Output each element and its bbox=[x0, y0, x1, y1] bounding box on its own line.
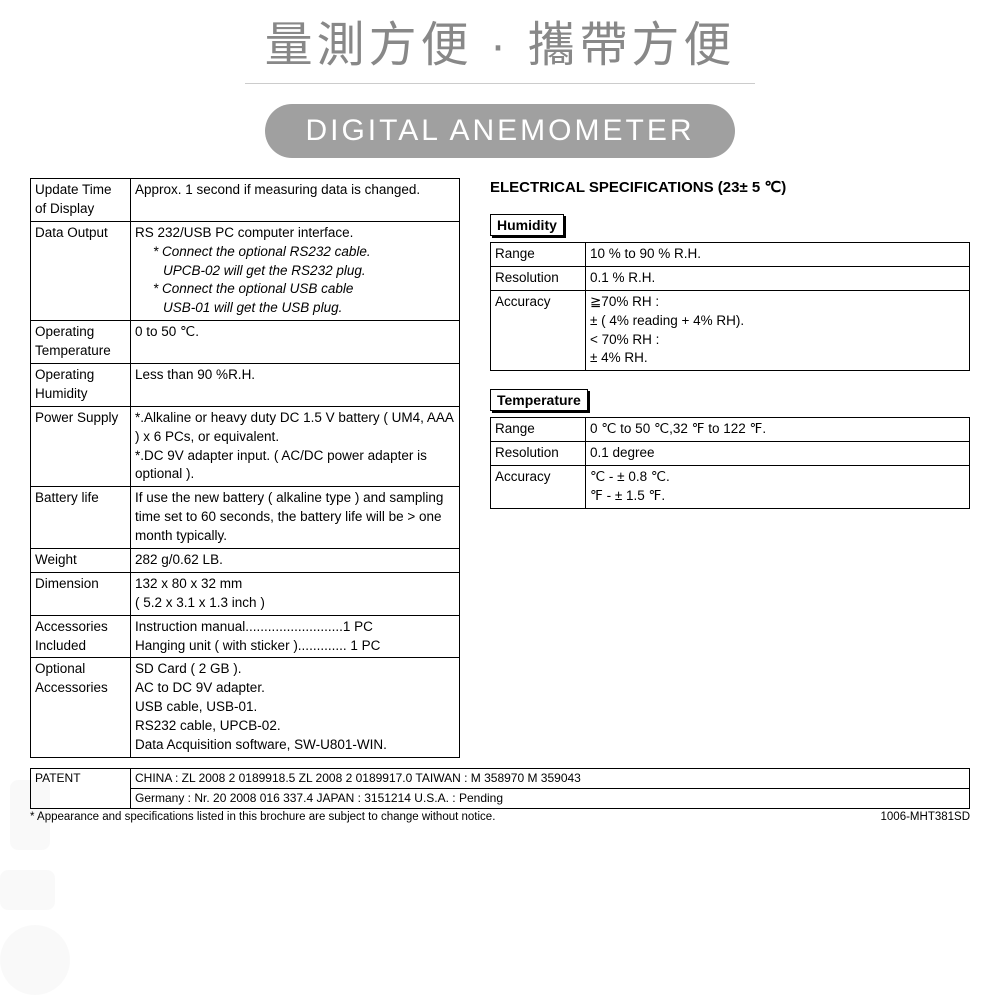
spec-label: Resolution bbox=[491, 442, 586, 466]
spec-value: *.Alkaline or heavy duty DC 1.5 V batter… bbox=[131, 406, 460, 487]
temperature-heading: Temperature bbox=[490, 389, 588, 411]
content-area: Update Time of DisplayApprox. 1 second i… bbox=[0, 178, 1000, 758]
spec-label: Accuracy bbox=[491, 290, 586, 371]
spec-value: 132 x 80 x 32 mm ( 5.2 x 3.1 x 1.3 inch … bbox=[131, 572, 460, 615]
spec-value: 10 % to 90 % R.H. bbox=[586, 243, 970, 267]
spec-value: ≧70% RH : ± ( 4% reading + 4% RH). < 70%… bbox=[586, 290, 970, 371]
spec-label: Power Supply bbox=[31, 406, 131, 487]
patent-table: PATENT CHINA : ZL 2008 2 0189918.5 ZL 20… bbox=[30, 768, 970, 809]
spec-label: Optional Accessories bbox=[31, 658, 131, 757]
spec-label: Update Time of Display bbox=[31, 179, 131, 222]
humidity-heading: Humidity bbox=[490, 214, 564, 236]
electrical-title: ELECTRICAL SPECIFICATIONS (23± 5 ℃) bbox=[490, 178, 970, 196]
spec-label: Operating Humidity bbox=[31, 364, 131, 407]
product-badge: DIGITAL ANEMOMETER bbox=[265, 104, 734, 158]
footer: * Appearance and specifications listed i… bbox=[0, 809, 1000, 825]
spec-label: Operating Temperature bbox=[31, 321, 131, 364]
general-specs-column: Update Time of DisplayApprox. 1 second i… bbox=[30, 178, 460, 758]
footer-code: 1006-MHT381SD bbox=[881, 811, 970, 823]
electrical-specs-column: ELECTRICAL SPECIFICATIONS (23± 5 ℃) Humi… bbox=[490, 178, 970, 758]
spec-value: 0 to 50 ℃. bbox=[131, 321, 460, 364]
spec-label: Dimension bbox=[31, 572, 131, 615]
header: 量測方便 · 攜帶方便 DIGITAL ANEMOMETER bbox=[0, 0, 1000, 178]
footer-note: * Appearance and specifications listed i… bbox=[30, 811, 495, 823]
spec-value: RS 232/USB PC computer interface.* Conne… bbox=[131, 221, 460, 320]
patent-line1: CHINA : ZL 2008 2 0189918.5 ZL 2008 2 01… bbox=[131, 768, 970, 788]
general-specs-table: Update Time of DisplayApprox. 1 second i… bbox=[30, 178, 460, 758]
patent-line2: Germany : Nr. 20 2008 016 337.4 JAPAN : … bbox=[131, 788, 970, 808]
spec-label: Weight bbox=[31, 549, 131, 573]
humidity-table: Range10 % to 90 % R.H.Resolution0.1 % R.… bbox=[490, 242, 970, 371]
spec-label: Data Output bbox=[31, 221, 131, 320]
spec-value: Instruction manual......................… bbox=[131, 615, 460, 658]
spec-value: 0 ℃ to 50 ℃,32 ℉ to 122 ℉. bbox=[586, 418, 970, 442]
spec-value: SD Card ( 2 GB ). AC to DC 9V adapter. U… bbox=[131, 658, 460, 757]
spec-value: 0.1 % R.H. bbox=[586, 266, 970, 290]
spec-value: 0.1 degree bbox=[586, 442, 970, 466]
temperature-table: Range0 ℃ to 50 ℃,32 ℉ to 122 ℉.Resolutio… bbox=[490, 417, 970, 509]
patent-label: PATENT bbox=[31, 768, 131, 808]
spec-label: Resolution bbox=[491, 266, 586, 290]
spec-label: Accessories Included bbox=[31, 615, 131, 658]
chinese-title: 量測方便 · 攜帶方便 bbox=[245, 5, 756, 84]
spec-label: Range bbox=[491, 418, 586, 442]
spec-value: Approx. 1 second if measuring data is ch… bbox=[131, 179, 460, 222]
spec-value: ℃ - ± 0.8 ℃. ℉ - ± 1.5 ℉. bbox=[586, 466, 970, 509]
spec-label: Range bbox=[491, 243, 586, 267]
spec-label: Accuracy bbox=[491, 466, 586, 509]
spec-value: Less than 90 %R.H. bbox=[131, 364, 460, 407]
spec-label: Battery life bbox=[31, 487, 131, 549]
spec-value: 282 g/0.62 LB. bbox=[131, 549, 460, 573]
spec-value: If use the new battery ( alkaline type )… bbox=[131, 487, 460, 549]
